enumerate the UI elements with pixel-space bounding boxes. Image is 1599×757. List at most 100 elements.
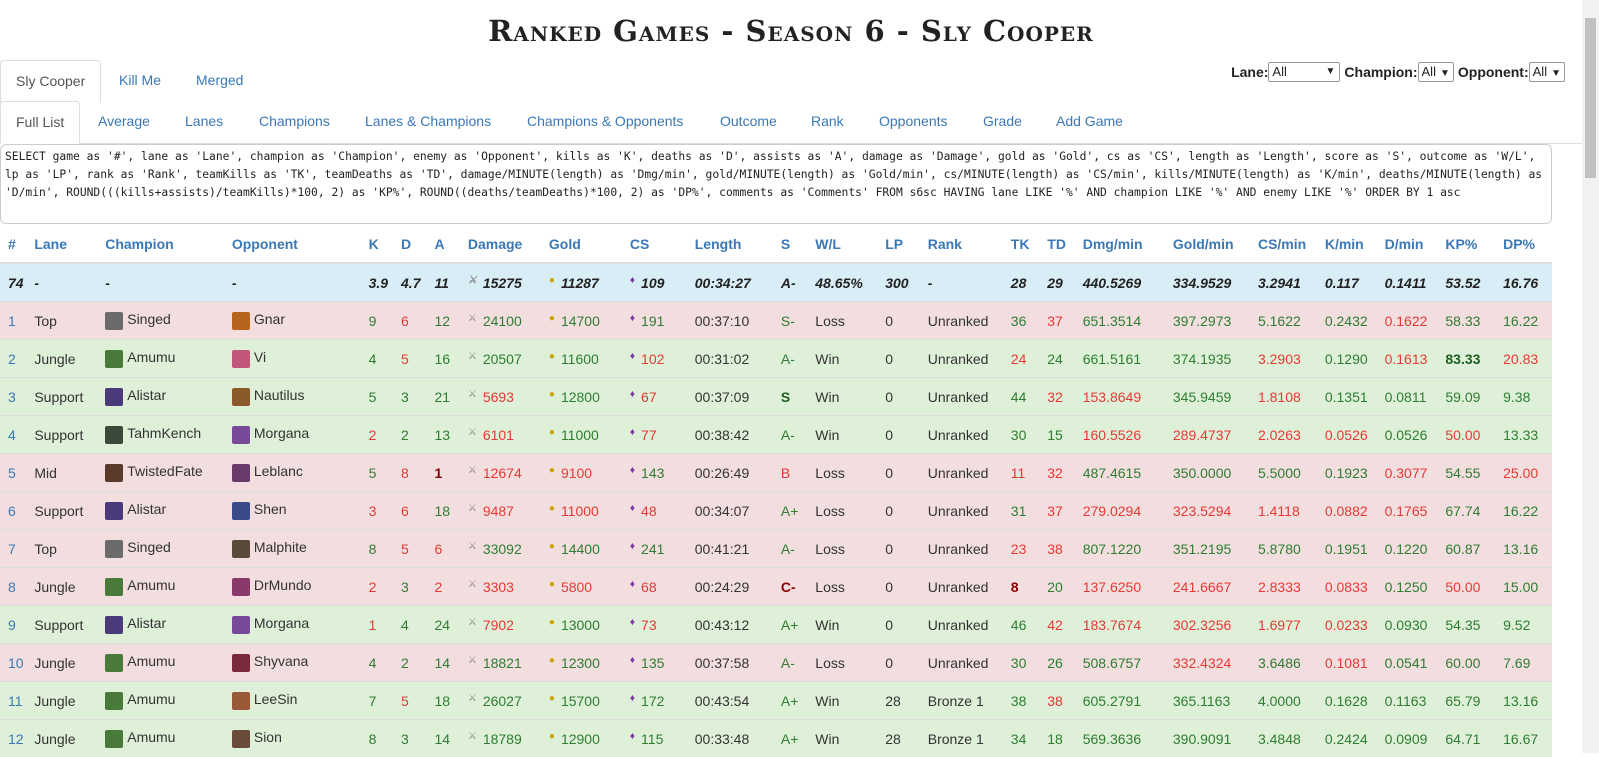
cell-k-min: 0.0882 bbox=[1317, 492, 1377, 530]
column-header[interactable]: TK bbox=[1003, 226, 1039, 263]
cell-text: 5.8780 bbox=[1258, 541, 1301, 557]
column-header[interactable]: CS/min bbox=[1250, 226, 1317, 263]
tab-average[interactable]: Average bbox=[83, 101, 165, 142]
column-header[interactable]: Dmg/min bbox=[1075, 226, 1165, 263]
tab-champions[interactable]: Champions bbox=[244, 101, 345, 142]
column-header[interactable]: TD bbox=[1039, 226, 1074, 263]
tab-full-list[interactable]: Full List bbox=[0, 101, 80, 144]
cell-text: 16.22 bbox=[1503, 313, 1538, 329]
cell-text: Jungle bbox=[34, 351, 75, 367]
column-header[interactable]: # bbox=[0, 226, 26, 263]
column-header[interactable]: CS bbox=[622, 226, 687, 263]
cell-text: 14400 bbox=[561, 541, 600, 557]
cell-text: 6 bbox=[401, 313, 409, 329]
cell-text: 14700 bbox=[561, 313, 600, 329]
cell-dp: 20.83 bbox=[1495, 340, 1552, 378]
cell-dmg-min: 160.5526 bbox=[1075, 416, 1165, 454]
column-header[interactable]: Gold/min bbox=[1165, 226, 1250, 263]
cell-text: 0.1290 bbox=[1325, 351, 1368, 367]
cell-tk: 38 bbox=[1003, 682, 1039, 720]
tab-opponents[interactable]: Opponents bbox=[864, 101, 963, 142]
cell-rank: - bbox=[920, 263, 1003, 302]
minion-icon: ♦ bbox=[630, 351, 635, 362]
column-header[interactable]: Opponent bbox=[224, 226, 361, 263]
column-header[interactable]: W/L bbox=[807, 226, 877, 263]
cell-text: 18821 bbox=[483, 655, 522, 671]
column-header[interactable]: D bbox=[393, 226, 426, 263]
cell-a: 1 bbox=[426, 454, 459, 492]
cell-text: Unranked bbox=[928, 541, 989, 557]
tab-champions-opponents[interactable]: Champions & Opponents bbox=[512, 101, 698, 142]
cell-text: 0.0882 bbox=[1325, 503, 1368, 519]
tab-lanes[interactable]: Lanes bbox=[170, 101, 238, 142]
champion-portrait-icon bbox=[105, 616, 123, 634]
cell-text: 6101 bbox=[483, 427, 514, 443]
cell-text: 5.1622 bbox=[1258, 313, 1301, 329]
cell-text: 3.2941 bbox=[1258, 275, 1301, 291]
scrollbar-thumb[interactable] bbox=[1585, 18, 1596, 178]
cell-text: 31 bbox=[1011, 503, 1027, 519]
column-header[interactable]: Damage bbox=[460, 226, 541, 263]
sql-query-textarea[interactable]: SELECT game as '#', lane as 'Lane', cham… bbox=[0, 144, 1552, 224]
sword-icon: ⚔ bbox=[468, 503, 477, 514]
tab-lanes-champions[interactable]: Lanes & Champions bbox=[350, 101, 506, 142]
column-header[interactable]: LP bbox=[877, 226, 920, 263]
cell-s: A- bbox=[773, 416, 807, 454]
column-header[interactable]: A bbox=[426, 226, 459, 263]
cell-rank: Unranked bbox=[920, 644, 1003, 682]
column-header[interactable]: Gold bbox=[541, 226, 622, 263]
cell-text: 661.5161 bbox=[1083, 351, 1141, 367]
column-header[interactable]: Length bbox=[687, 226, 773, 263]
column-header[interactable]: DP% bbox=[1495, 226, 1552, 263]
column-header[interactable]: Rank bbox=[920, 226, 1003, 263]
cell-dp: 16.22 bbox=[1495, 492, 1552, 530]
cell-d-min: 0.1613 bbox=[1377, 340, 1438, 378]
tab-outcome[interactable]: Outcome bbox=[705, 101, 792, 142]
cell-tk: 23 bbox=[1003, 530, 1039, 568]
cell-dp: 7.69 bbox=[1495, 644, 1552, 682]
tab-grade[interactable]: Grade bbox=[968, 101, 1037, 142]
cell-text: Win bbox=[815, 351, 839, 367]
column-header[interactable]: Champion bbox=[97, 226, 224, 263]
cell-text: 143 bbox=[641, 465, 664, 481]
cell-: 4 bbox=[0, 416, 26, 454]
tab-kill-me[interactable]: Kill Me bbox=[104, 60, 176, 101]
column-header[interactable]: D/min bbox=[1377, 226, 1438, 263]
tab-sly-cooper[interactable]: Sly Cooper bbox=[0, 60, 101, 103]
column-header[interactable]: S bbox=[773, 226, 807, 263]
cell-text: 12300 bbox=[561, 655, 600, 671]
tab-merged[interactable]: Merged bbox=[181, 60, 258, 101]
cell-text: 13.33 bbox=[1503, 427, 1538, 443]
cell-text: 241.6667 bbox=[1173, 579, 1231, 595]
tab-add-game[interactable]: Add Game bbox=[1041, 101, 1138, 142]
cell-text: 0 bbox=[885, 503, 893, 519]
cell-lane: Jungle bbox=[26, 682, 97, 720]
column-header[interactable]: K bbox=[361, 226, 393, 263]
cell-a: 13 bbox=[426, 416, 459, 454]
cell-text: DrMundo bbox=[254, 577, 312, 593]
column-header[interactable]: Lane bbox=[26, 226, 97, 263]
cell-gold-min: 397.2973 bbox=[1165, 302, 1250, 340]
cell-text: Bronze 1 bbox=[928, 693, 984, 709]
cell-cs: ♦73 bbox=[622, 606, 687, 644]
cell-text: 00:43:12 bbox=[695, 617, 750, 633]
vertical-scrollbar[interactable] bbox=[1582, 0, 1599, 753]
cell-damage: ⚔18789 bbox=[460, 720, 541, 757]
tab-rank[interactable]: Rank bbox=[796, 101, 859, 142]
column-header[interactable]: KP% bbox=[1437, 226, 1495, 263]
cell-length: 00:43:12 bbox=[687, 606, 773, 644]
column-header[interactable]: K/min bbox=[1317, 226, 1377, 263]
cell-d-min: 0.1250 bbox=[1377, 568, 1438, 606]
